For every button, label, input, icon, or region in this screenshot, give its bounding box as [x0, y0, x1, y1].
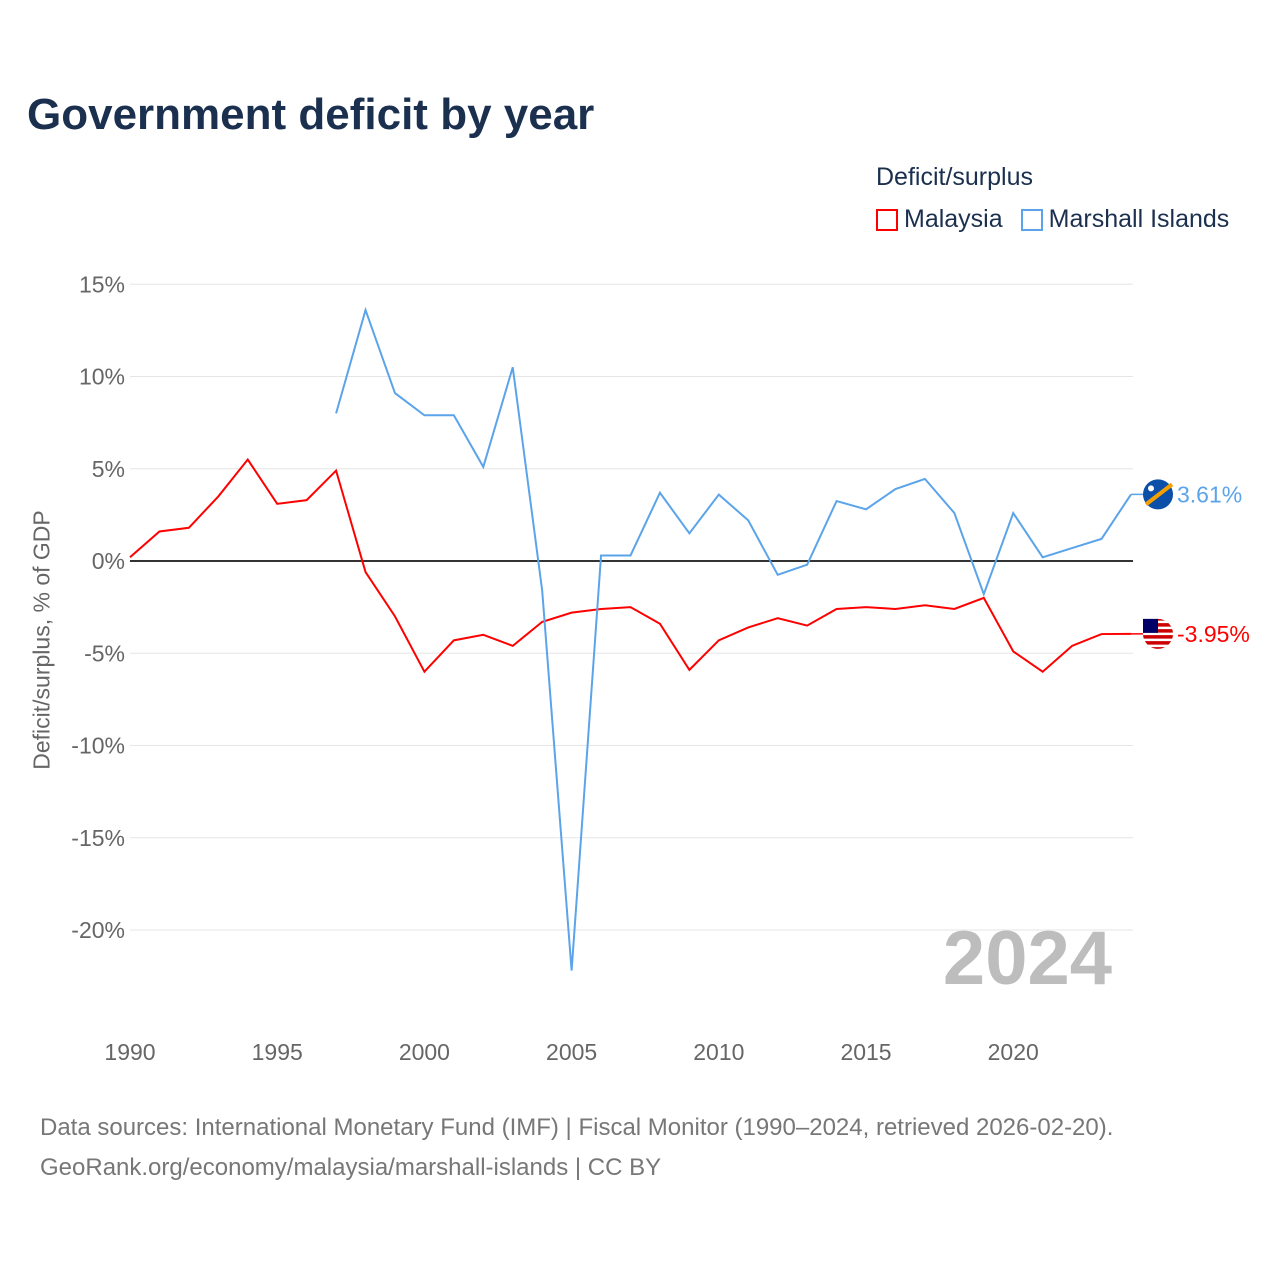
y-tick-label: 15% — [79, 271, 125, 297]
flag-ray — [1144, 482, 1174, 506]
source-url[interactable]: GeoRank.org/economy/malaysia/marshall-is… — [40, 1154, 662, 1181]
chart-title: Government deficit by year — [27, 90, 595, 139]
x-tick-label: 2000 — [399, 1039, 450, 1065]
x-tick-label: 1990 — [104, 1039, 155, 1065]
source-note: Data sources: International Monetary Fun… — [40, 1108, 1113, 1188]
legend-swatch — [876, 208, 898, 231]
legend-label: Marshall Islands — [1048, 205, 1230, 233]
y-tick-label: -20% — [71, 917, 125, 943]
legend-label: Malaysia — [904, 205, 1003, 233]
flag-star — [1148, 485, 1154, 492]
x-tick-label: 2010 — [693, 1039, 744, 1065]
year-watermark: 2024 — [942, 916, 1112, 1001]
source-line: Data sources: International Monetary Fun… — [40, 1114, 1114, 1141]
flag-canton — [1143, 618, 1158, 633]
legend-swatch — [1020, 208, 1043, 231]
y-tick-label: 0% — [92, 548, 125, 574]
x-tick-label: 1995 — [252, 1039, 303, 1065]
y-tick-label: -10% — [71, 733, 125, 759]
legend: Malaysia Marshall Islands — [876, 205, 1229, 234]
series-line-malaysia — [129, 457, 1132, 674]
legend-item-marshall-islands[interactable]: Marshall Islands — [1020, 205, 1230, 234]
x-tick-label: 2015 — [840, 1039, 891, 1065]
legend-title: Deficit/surplus — [876, 163, 1033, 191]
y-tick-label: 10% — [79, 364, 125, 390]
series-line-marshall-islands — [335, 306, 1132, 971]
y-tick-label: -5% — [84, 640, 125, 666]
y-tick-label: 5% — [92, 456, 125, 482]
end-value-label: -3.95% — [1177, 621, 1250, 647]
x-tick-label: 2020 — [988, 1039, 1039, 1065]
x-tick-label: 2005 — [546, 1039, 597, 1065]
y-tick-label: -15% — [71, 825, 125, 851]
end-value-label: 3.61% — [1177, 481, 1242, 507]
legend-item-malaysia[interactable]: Malaysia — [876, 205, 1003, 234]
